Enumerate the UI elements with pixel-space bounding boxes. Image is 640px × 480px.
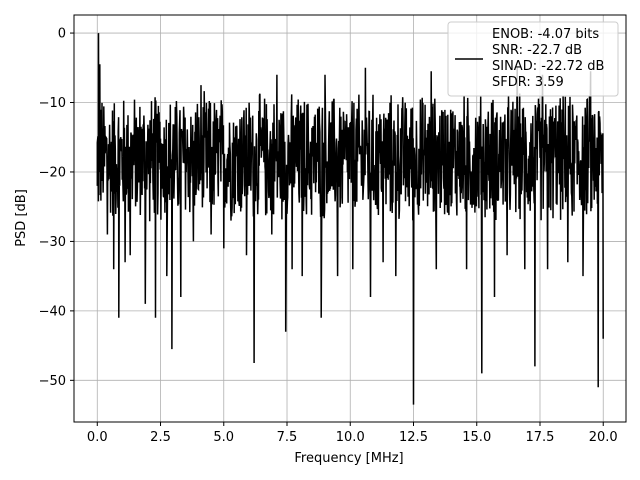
x-tick-label: 5.0 — [213, 430, 234, 445]
y-tick-label: −20 — [39, 165, 66, 180]
plot-area — [96, 33, 604, 405]
x-tick-label: 7.5 — [277, 430, 298, 445]
x-tick-label: 10.0 — [336, 430, 365, 445]
y-tick-label: −10 — [39, 96, 66, 111]
x-tick-label: 15.0 — [462, 430, 491, 445]
y-tick-label: −50 — [39, 374, 66, 389]
legend-box — [447, 21, 619, 97]
y-tick-label: −30 — [39, 235, 66, 250]
legend: ENOB: -4.07 bits SNR: -22.7 dB SINAD: -2… — [447, 21, 619, 97]
y-tick-label: −40 — [39, 304, 66, 319]
legend-line-snr: SNR: -22.7 dB — [492, 43, 582, 58]
x-tick-label: 0.0 — [87, 430, 108, 445]
x-tick-label: 12.5 — [399, 430, 428, 445]
y-axis-ticks: 0 −10 −20 −30 −40 −50 — [39, 27, 74, 389]
x-tick-label: 17.5 — [526, 430, 555, 445]
x-tick-label: 20.0 — [589, 430, 618, 445]
legend-line-sfdr: SFDR: 3.59 — [492, 75, 564, 90]
psd-series-line — [96, 33, 604, 405]
x-axis-label: Frequency [MHz] — [294, 451, 403, 466]
legend-line-enob: ENOB: -4.07 bits — [492, 27, 599, 42]
y-tick-label: 0 — [58, 27, 66, 42]
y-axis-label: PSD [dB] — [14, 189, 29, 247]
x-tick-label: 2.5 — [150, 430, 171, 445]
legend-line-sinad: SINAD: -22.72 dB — [492, 59, 604, 74]
x-axis-ticks: 0.0 2.5 5.0 7.5 10.0 12.5 15.0 17.5 20.0 — [87, 422, 618, 445]
